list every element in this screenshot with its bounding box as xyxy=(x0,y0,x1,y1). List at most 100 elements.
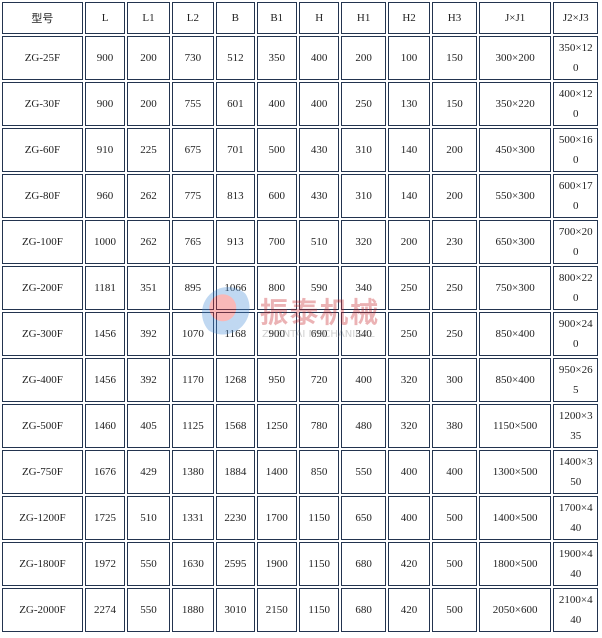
table-cell: 140 xyxy=(387,128,431,172)
table-cell: 200 xyxy=(127,82,170,126)
table-cell: 850×400 xyxy=(478,312,552,356)
table-cell: ZG-750F xyxy=(2,450,83,494)
table-cell: 500 xyxy=(432,588,477,632)
table-cell: 1150×500 xyxy=(478,404,552,448)
table-cell: 405 xyxy=(127,404,170,448)
table-cell: 400 xyxy=(387,496,431,540)
table-cell: 2230 xyxy=(216,496,255,540)
table-cell: 340 xyxy=(341,266,386,310)
header-cell: H xyxy=(298,2,340,34)
table-cell: 650 xyxy=(341,496,386,540)
table-cell: 950×265 xyxy=(553,358,598,402)
table-cell: 1725 xyxy=(84,496,126,540)
table-cell: 130 xyxy=(387,82,431,126)
table-cell: 150 xyxy=(432,36,477,80)
table-row: ZG-30F 900 200 755 601 400 400 250 130 150 350×220… xyxy=(2,82,598,126)
table-cell: 800 xyxy=(256,266,297,310)
table-cell: 1168 xyxy=(216,312,255,356)
table-cell: 1181 xyxy=(84,266,126,310)
header-row: 型号 L L1 L2 B B1 H H1 H2 H3 J×J1 J2×J3 xyxy=(2,2,598,34)
table-cell: 200 xyxy=(387,220,431,264)
table-cell: 400 xyxy=(341,358,386,402)
table-row: ZG-300F 1456 392 1070 1168 900 690 340 250 250 850… xyxy=(2,312,598,356)
table-row: ZG-500F 1460 405 1125 1568 1250 780 480 320 380 11… xyxy=(2,404,598,448)
table-cell: 1456 xyxy=(84,358,126,402)
table-cell: 775 xyxy=(171,174,215,218)
table-cell: 550 xyxy=(341,450,386,494)
table-cell: 1331 xyxy=(171,496,215,540)
table-cell: 392 xyxy=(127,358,170,402)
table-cell: 1460 xyxy=(84,404,126,448)
table-cell: 600 xyxy=(256,174,297,218)
table-cell: 1700×440 xyxy=(553,496,598,540)
table-row: ZG-60F 910 225 675 701 500 430 310 140 200 450×300… xyxy=(2,128,598,172)
table-cell: 1568 xyxy=(216,404,255,448)
table-cell: 500 xyxy=(432,542,477,586)
table-cell: 200 xyxy=(127,36,170,80)
table-cell: 510 xyxy=(298,220,340,264)
table-cell: 200 xyxy=(432,128,477,172)
table-cell: 480 xyxy=(341,404,386,448)
table-cell: 100 xyxy=(387,36,431,80)
table-cell: 2595 xyxy=(216,542,255,586)
table-cell: 320 xyxy=(387,404,431,448)
table-cell: ZG-500F xyxy=(2,404,83,448)
table-cell: 350×120 xyxy=(553,36,598,80)
table-cell: 3010 xyxy=(216,588,255,632)
table-cell: ZG-60F xyxy=(2,128,83,172)
table-cell: 262 xyxy=(127,174,170,218)
table-cell: 2150 xyxy=(256,588,297,632)
table-cell: 750×300 xyxy=(478,266,552,310)
table-cell: 400 xyxy=(387,450,431,494)
table-cell: 2274 xyxy=(84,588,126,632)
table-cell: 1400×350 xyxy=(553,450,598,494)
table-cell: 225 xyxy=(127,128,170,172)
table-cell: 510 xyxy=(127,496,170,540)
table-cell: 680 xyxy=(341,542,386,586)
table-cell: 150 xyxy=(432,82,477,126)
table-cell: 1170 xyxy=(171,358,215,402)
table-cell: 1200×335 xyxy=(553,404,598,448)
table-cell: 400 xyxy=(298,82,340,126)
table-cell: 1880 xyxy=(171,588,215,632)
table-cell: 392 xyxy=(127,312,170,356)
table-row: ZG-2000F 2274 550 1880 3010 2150 1150 680 420 500… xyxy=(2,588,598,632)
table-cell: 590 xyxy=(298,266,340,310)
header-cell: J2×J3 xyxy=(553,2,598,34)
table-cell: 850×400 xyxy=(478,358,552,402)
table-cell: 340 xyxy=(341,312,386,356)
table-cell: 250 xyxy=(341,82,386,126)
table-cell: 1250 xyxy=(256,404,297,448)
table-cell: 680 xyxy=(341,588,386,632)
table-cell: 450×300 xyxy=(478,128,552,172)
table-cell: 400 xyxy=(298,36,340,80)
table-cell: 420 xyxy=(387,542,431,586)
table-cell: 1268 xyxy=(216,358,255,402)
table-cell: 1150 xyxy=(298,496,340,540)
table-cell: 250 xyxy=(387,266,431,310)
table-cell: 1400×500 xyxy=(478,496,552,540)
table-cell: 320 xyxy=(387,358,431,402)
table-cell: ZG-100F xyxy=(2,220,83,264)
header-cell: B xyxy=(216,2,255,34)
table-cell: 200 xyxy=(341,36,386,80)
header-cell: H2 xyxy=(387,2,431,34)
table-cell: 380 xyxy=(432,404,477,448)
table-cell: ZG-2000F xyxy=(2,588,83,632)
table-cell: 690 xyxy=(298,312,340,356)
table-cell: 2100×440 xyxy=(553,588,598,632)
table-cell: 900 xyxy=(256,312,297,356)
table-cell: ZG-25F xyxy=(2,36,83,80)
table-cell: 950 xyxy=(256,358,297,402)
table-cell: 900×240 xyxy=(553,312,598,356)
header-cell: L2 xyxy=(171,2,215,34)
table-cell: 1630 xyxy=(171,542,215,586)
table-cell: 429 xyxy=(127,450,170,494)
table-cell: 140 xyxy=(387,174,431,218)
table-cell: 960 xyxy=(84,174,126,218)
table-cell: 262 xyxy=(127,220,170,264)
table-cell: 600×170 xyxy=(553,174,598,218)
table-cell: 500 xyxy=(256,128,297,172)
table-row: ZG-80F 960 262 775 813 600 430 310 140 200 550×300… xyxy=(2,174,598,218)
